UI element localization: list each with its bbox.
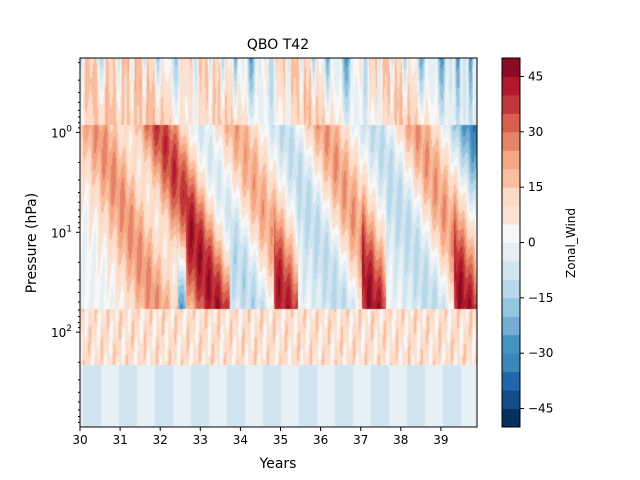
colorbar-segment: [502, 371, 520, 391]
colorbar: [501, 57, 521, 428]
colorbar-segment: [502, 187, 520, 207]
colorbar-tick-label: −45: [528, 402, 553, 416]
colorbar-segment: [502, 131, 520, 151]
zonal-wind-field: [80, 58, 477, 427]
x-tick-label: 36: [313, 433, 328, 447]
contour-plot: [79, 57, 478, 428]
colorbar-segment: [502, 242, 520, 262]
colorbar-segment: [502, 58, 520, 77]
colorbar-label: Zonal_Wind: [564, 208, 578, 278]
colorbar-segment: [502, 224, 520, 243]
colorbar-segment: [502, 113, 520, 133]
colorbar-segment: [502, 94, 520, 114]
y-tick-exponent: 0: [66, 124, 72, 134]
y-tick-base: 10: [51, 326, 66, 340]
x-tick-label: 33: [193, 433, 208, 447]
y-tick-label: 100: [51, 124, 72, 140]
y-tick-base: 10: [51, 226, 66, 240]
colorbar-tick-label: 0: [528, 236, 536, 250]
colorbar-segment: [502, 168, 520, 188]
colorbar-segment: [502, 297, 520, 317]
y-axis-label: Pressure (hPa): [24, 193, 40, 293]
colorbar-axis: 45 30 15 0 −15 −30 −45: [520, 69, 553, 416]
x-tick-label: 39: [433, 433, 448, 447]
colorbar-tick-label: 30: [528, 125, 543, 139]
colorbar-segment: [502, 334, 520, 354]
colorbar-segment: [502, 316, 520, 336]
y-tick-exponent: 1: [66, 224, 72, 234]
x-tick-label: 35: [273, 433, 288, 447]
y-tick-label: 102: [51, 324, 72, 340]
colorbar-tick-label: −30: [528, 346, 553, 360]
colorbar-segment: [502, 353, 520, 373]
colorbar-tick-label: 45: [528, 69, 543, 83]
colorbar-segment: [502, 279, 520, 299]
colorbar-segment: [502, 408, 520, 428]
x-tick-label: 31: [112, 433, 127, 447]
x-tick-label: 30: [72, 433, 87, 447]
x-axis-label: Years: [259, 456, 297, 472]
colorbar-segment: [502, 76, 520, 96]
colorbar-tick-label: −15: [528, 291, 553, 305]
plot-frame: [79, 57, 478, 428]
colorbar-tick-label: 15: [528, 180, 543, 194]
x-tick-label: 37: [353, 433, 368, 447]
colorbar-segment: [502, 150, 520, 170]
x-axis: 30 31 32 33 34 35 36 37 38 39: [72, 427, 449, 447]
chart-title: QBO T42: [247, 37, 309, 53]
y-tick-exponent: 2: [66, 324, 72, 334]
x-tick-label: 32: [153, 433, 168, 447]
x-tick-label: 34: [233, 433, 248, 447]
y-tick-base: 10: [51, 126, 66, 140]
colorbar-segment: [502, 260, 520, 280]
colorbar-segment: [502, 205, 520, 225]
x-tick-label: 38: [393, 433, 408, 447]
y-tick-label: 101: [51, 224, 72, 240]
colorbar-segment: [502, 390, 520, 410]
